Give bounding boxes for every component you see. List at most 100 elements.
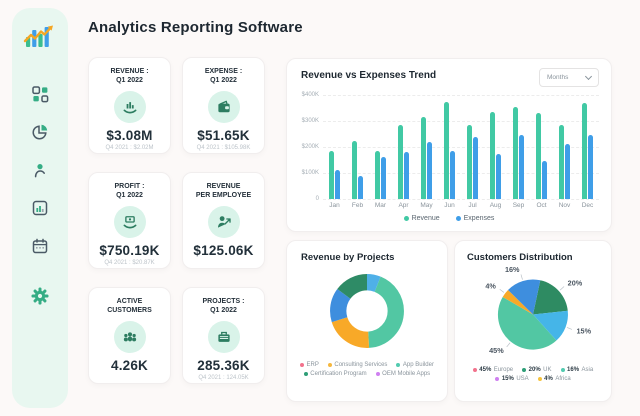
- donut-segment-3[interactable]: [330, 274, 404, 348]
- legend-percent: 16%: [567, 367, 580, 373]
- stats-panel-icon[interactable]: [31, 199, 49, 217]
- expenses-bar-nov[interactable]: [565, 144, 571, 199]
- expenses-bar-jun[interactable]: [450, 150, 456, 199]
- expenses-bar-feb[interactable]: [358, 175, 364, 199]
- revenue-expenses-trend-card: Revenue vs Expenses Trend Months $400K $3…: [286, 58, 612, 232]
- expenses-bar-jul[interactable]: [473, 136, 479, 199]
- legend-label: Revenue: [411, 215, 440, 222]
- expenses-bar-dec[interactable]: [588, 135, 594, 199]
- legend-dot: [495, 377, 500, 381]
- app-logo-icon[interactable]: [23, 21, 57, 51]
- kpi-card-projects: PROJECTS : Q1 2022 285.36K Q4 2021 : 124…: [182, 287, 265, 384]
- calendar-icon[interactable]: [31, 237, 49, 255]
- x-axis: Jan Feb Mar Apr May Jun Jul Aug Sep Oct Nov Dec: [323, 202, 599, 209]
- legend-item-app-builder[interactable]: App Builder: [396, 362, 434, 368]
- legend-item-erp[interactable]: ERP: [300, 362, 319, 368]
- pie-chart-icon[interactable]: [31, 123, 49, 141]
- hand-money-icon: [113, 206, 146, 239]
- x-axis-label: Nov: [558, 202, 571, 209]
- donut-segment-1[interactable]: [330, 274, 404, 348]
- dashboard-grid-icon[interactable]: [31, 85, 49, 103]
- trend-chart-legend: Revenue Expenses: [287, 215, 611, 222]
- pie-callout-europe: 45%: [489, 346, 504, 355]
- revenue-bar-nov[interactable]: [558, 124, 564, 199]
- kpi-title: EXPENSE : Q1 2022: [204, 68, 243, 85]
- x-axis-label: Apr: [398, 202, 409, 209]
- expenses-bar-may[interactable]: [427, 141, 433, 199]
- revenue-bar-jul[interactable]: [466, 124, 472, 199]
- revenue-bar-jun[interactable]: [443, 101, 449, 199]
- legend-item-certification-program[interactable]: Certification Program: [303, 371, 367, 377]
- pie-segment-uk[interactable]: [533, 280, 568, 315]
- bar-group-may: [415, 95, 438, 199]
- bar-group-oct: [530, 95, 553, 199]
- revenue-bar-sep[interactable]: [512, 106, 518, 199]
- legend-item-europe[interactable]: 45% Europe: [472, 367, 513, 373]
- x-axis-label: Aug: [489, 202, 502, 209]
- pie-segment-europe[interactable]: [497, 296, 557, 350]
- pie-legend: 45% Europe 20% UK 16% Asia 15% USA 4% Africa: [461, 367, 605, 382]
- user-icon[interactable]: [31, 161, 49, 179]
- period-dropdown-value: Months: [547, 74, 569, 81]
- pie-segment-asia[interactable]: [508, 279, 541, 315]
- revenue-bar-aug[interactable]: [489, 111, 495, 199]
- legend-percent: 20%: [528, 367, 541, 373]
- trend-plot-area: [323, 95, 599, 200]
- kpi-subtitle: Q4 2021 : 124.05K: [198, 375, 249, 382]
- revenue-bar-apr[interactable]: [397, 124, 403, 199]
- bar-group-aug: [484, 95, 507, 199]
- donut-segment-4[interactable]: [330, 274, 404, 348]
- kpi-subtitle: Q4 2021 : $2.02M: [105, 145, 154, 152]
- legend-item-usa[interactable]: 15% USA: [495, 376, 529, 382]
- donut-segment-2[interactable]: [330, 274, 404, 348]
- legend-label: USA: [516, 376, 529, 382]
- pie-callout-asia: 16%: [505, 265, 520, 274]
- revenue-by-projects-card: Revenue by Projects ERP Consulting Servic…: [286, 240, 448, 402]
- legend-label: Consulting Services: [334, 362, 388, 368]
- legend-item-oem-mobile-apps[interactable]: OEM Mobile Apps: [375, 371, 430, 377]
- pie-callout-usa: 15%: [577, 327, 592, 336]
- kpi-value: $3.08M: [106, 128, 153, 144]
- x-axis-label: Feb: [351, 202, 364, 209]
- gridline: [323, 199, 599, 200]
- expenses-bar-apr[interactable]: [404, 152, 410, 199]
- gridline: [323, 173, 599, 174]
- legend-label: Certification Program: [310, 371, 367, 377]
- revenue-bar-may[interactable]: [420, 117, 426, 199]
- kpi-value: $125.06K: [193, 243, 254, 259]
- legend-label: Asia: [581, 367, 594, 373]
- hand-chart-icon: [113, 91, 146, 124]
- period-dropdown[interactable]: Months: [539, 68, 599, 87]
- revenue-bar-jan[interactable]: [328, 150, 334, 199]
- y-axis-label: $100K: [301, 170, 319, 176]
- y-axis-label: $400K: [301, 92, 319, 98]
- expenses-bar-jan[interactable]: [335, 170, 341, 199]
- legend-item-africa[interactable]: 4% Africa: [537, 376, 571, 382]
- legend-dot: [537, 377, 542, 381]
- expenses-bar-sep[interactable]: [519, 135, 525, 199]
- expenses-bar-mar[interactable]: [381, 157, 387, 199]
- legend-dot: [300, 363, 305, 367]
- settings-gear-icon[interactable]: [31, 287, 49, 305]
- legend-item-consulting-services[interactable]: Consulting Services: [327, 362, 388, 368]
- legend-item-asia[interactable]: 16% Asia: [560, 367, 594, 373]
- expenses-bar-oct[interactable]: [542, 161, 548, 199]
- chevron-down-icon: [584, 72, 593, 81]
- x-axis-label: Sep: [512, 202, 525, 209]
- kpi-title: PROJECTS : Q1 2022: [202, 298, 245, 315]
- pie-segment-usa[interactable]: [533, 310, 568, 341]
- pie-callout-uk: 20%: [568, 279, 583, 288]
- x-axis-label: May: [420, 202, 433, 209]
- pie-segment-africa[interactable]: [502, 289, 533, 315]
- revenue-bar-dec[interactable]: [581, 102, 587, 199]
- revenue-bar-feb[interactable]: [351, 140, 357, 199]
- y-axis-label: $200K: [301, 144, 319, 150]
- legend-item-expenses[interactable]: Expenses: [455, 215, 494, 222]
- legend-item-revenue[interactable]: Revenue: [403, 215, 440, 222]
- revenue-bar-mar[interactable]: [374, 150, 380, 199]
- bar-group-nov: [553, 95, 576, 199]
- revenue-bar-oct[interactable]: [535, 113, 541, 199]
- expenses-bar-aug[interactable]: [496, 153, 502, 199]
- legend-dot: [375, 372, 380, 376]
- legend-item-uk[interactable]: 20% UK: [522, 367, 552, 373]
